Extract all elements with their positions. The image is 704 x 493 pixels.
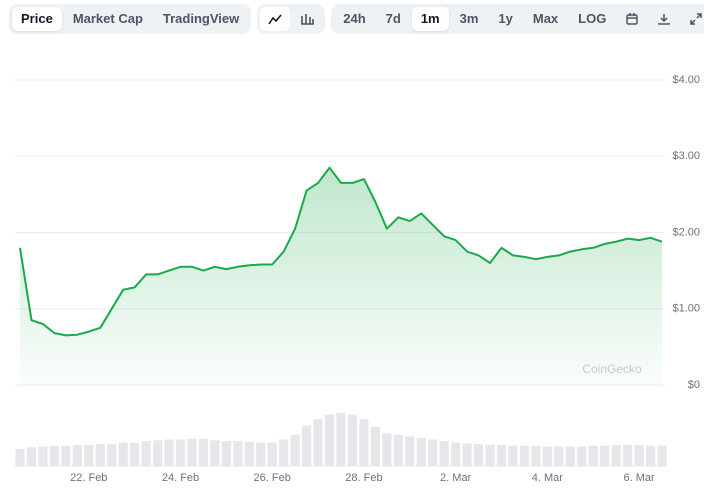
volume-bar bbox=[554, 446, 564, 466]
x-tick-label: 6. Mar bbox=[623, 472, 655, 484]
y-tick-label: $4.00 bbox=[672, 74, 700, 86]
volume-bar bbox=[359, 419, 369, 466]
volume-bar bbox=[611, 444, 621, 466]
x-tick-label: 28. Feb bbox=[345, 472, 382, 484]
candle-chart-icon[interactable] bbox=[292, 7, 322, 31]
volume-bar bbox=[416, 437, 426, 466]
volume-bar bbox=[565, 446, 575, 466]
volume-bar bbox=[95, 444, 105, 466]
x-tick-label: 22. Feb bbox=[70, 472, 107, 484]
y-tick-label: $0 bbox=[688, 379, 700, 391]
y-tick-label: $2.00 bbox=[672, 226, 700, 238]
volume-bar bbox=[313, 419, 323, 466]
view-button[interactable]: TradingView bbox=[162, 11, 240, 26]
price-line bbox=[19, 166, 663, 337]
volume-bar bbox=[462, 443, 472, 466]
volume-bar bbox=[657, 445, 667, 466]
toolbar: Price Market Cap TradingView 24h 7d 1m 3… bbox=[9, 4, 704, 34]
view-button[interactable]: Price bbox=[12, 7, 62, 31]
volume-bar bbox=[588, 445, 598, 466]
view-group: Price Market Cap TradingView bbox=[9, 4, 252, 34]
volume-bar bbox=[164, 439, 174, 466]
download-icon[interactable] bbox=[649, 7, 679, 31]
volume-bar bbox=[84, 444, 94, 466]
volume-bar bbox=[428, 439, 438, 466]
range-button[interactable]: 24h bbox=[343, 11, 366, 26]
volume-bar bbox=[473, 444, 484, 466]
range-button[interactable]: 7d bbox=[385, 11, 401, 26]
volume-bar bbox=[49, 445, 59, 466]
x-tick-label: 24. Feb bbox=[162, 472, 199, 484]
volume-bar bbox=[61, 445, 71, 466]
volume-bar bbox=[393, 434, 403, 466]
volume-bar bbox=[347, 414, 358, 466]
chart-type-group bbox=[257, 4, 326, 34]
volume-bar bbox=[141, 441, 151, 466]
volume-bar bbox=[405, 436, 415, 466]
volume-bar bbox=[645, 445, 656, 466]
volume-bar bbox=[496, 444, 507, 466]
x-tick-label: 2. Mar bbox=[440, 472, 472, 484]
y-tick-label: $3.00 bbox=[672, 150, 700, 162]
volume-bar bbox=[221, 441, 231, 466]
expand-icon[interactable] bbox=[681, 7, 704, 31]
volume-bar bbox=[107, 444, 117, 466]
volume-bar bbox=[634, 444, 644, 466]
volume-bar bbox=[130, 442, 140, 466]
volume-bar bbox=[187, 438, 197, 466]
range-button[interactable]: Max bbox=[532, 11, 559, 26]
calendar-icon[interactable] bbox=[617, 7, 647, 31]
volume-bar bbox=[370, 427, 380, 466]
volume-bar bbox=[210, 440, 220, 466]
volume-bar bbox=[279, 439, 289, 466]
volume-bar bbox=[382, 433, 392, 466]
volume-bar bbox=[198, 438, 209, 466]
volume-bar bbox=[519, 445, 530, 466]
range-group: 24h 7d 1m 3m 1y Max LOG bbox=[331, 4, 704, 34]
y-tick-label: $1.00 bbox=[672, 303, 700, 315]
volume-bar bbox=[175, 439, 186, 466]
volume-bar bbox=[451, 442, 461, 466]
volume-bar bbox=[302, 425, 312, 466]
volume-bar bbox=[336, 412, 346, 466]
volume-bar bbox=[577, 446, 587, 466]
x-tick-label: 26. Feb bbox=[254, 472, 291, 484]
range-button[interactable]: LOG bbox=[578, 11, 607, 26]
volume-bar bbox=[531, 445, 541, 466]
volume-bar bbox=[508, 445, 518, 466]
x-tick-label: 4. Mar bbox=[532, 472, 564, 484]
volume-bar bbox=[623, 444, 633, 466]
volume-bar bbox=[256, 442, 266, 466]
range-button[interactable]: 3m bbox=[459, 11, 479, 26]
range-button[interactable]: 1y bbox=[498, 11, 513, 26]
volume-bar bbox=[233, 441, 243, 466]
price-area bbox=[20, 167, 662, 385]
volume-bar bbox=[152, 440, 163, 466]
volume-bar bbox=[485, 444, 495, 466]
volume-bar bbox=[439, 441, 449, 466]
range-button[interactable]: 1m bbox=[411, 7, 449, 31]
volume-bar bbox=[267, 442, 277, 466]
watermark: CoinGecko bbox=[582, 362, 642, 376]
volume-bar bbox=[38, 446, 48, 466]
view-button[interactable]: Market Cap bbox=[72, 11, 143, 26]
volume-bar bbox=[118, 442, 128, 466]
volume-bar bbox=[324, 414, 335, 466]
volume-bar bbox=[15, 448, 25, 466]
volume-bar bbox=[542, 446, 552, 466]
volume-bar bbox=[72, 444, 82, 466]
volume-bar bbox=[600, 445, 610, 466]
line-chart-icon[interactable] bbox=[260, 7, 291, 31]
volume-bar bbox=[244, 441, 254, 466]
volume-bar bbox=[26, 447, 37, 466]
volume-bar bbox=[290, 434, 300, 466]
